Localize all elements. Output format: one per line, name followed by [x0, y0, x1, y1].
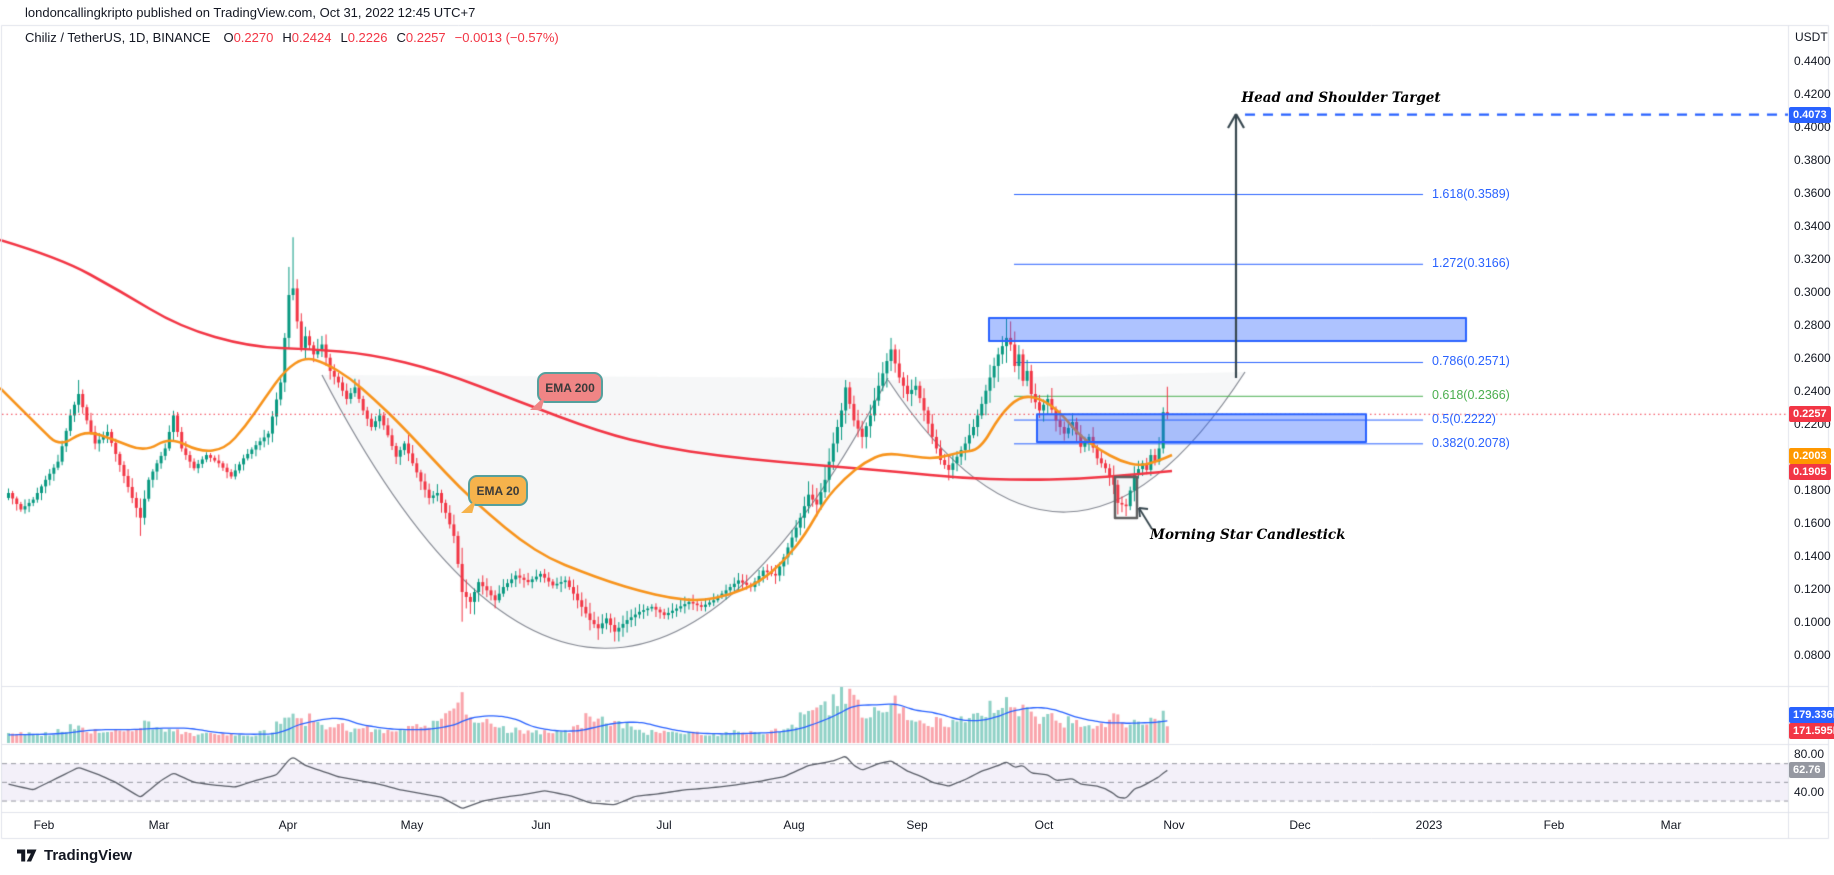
price-tick-label: 0.2800: [1794, 317, 1831, 332]
price-tick-label: 0.1000: [1794, 614, 1831, 629]
price-tick-label: 0.3400: [1794, 218, 1831, 233]
published-info: londoncallingkripto published on Trading…: [25, 5, 476, 20]
price-tick-label: 0.3600: [1794, 185, 1831, 200]
ema200-value-badge: 0.1905: [1789, 464, 1831, 481]
morning-star-label[interactable]: Morning Star Candlestick: [1150, 527, 1346, 543]
time-label: Dec: [1289, 818, 1311, 832]
price-tick-label: 0.0800: [1794, 647, 1831, 662]
time-label: Mar: [1660, 818, 1682, 832]
time-label: Feb: [1543, 818, 1565, 832]
price-tick-label: 0.1800: [1794, 482, 1831, 497]
ema200-label-text: EMA 200: [545, 380, 595, 395]
ohlc-h: H0.2424: [282, 30, 332, 45]
price-tick-label: 0.3800: [1794, 152, 1831, 167]
time-label: Jun: [531, 818, 551, 832]
price-tick-label: 0.3000: [1794, 284, 1831, 299]
ohlc-o: O0.2270: [223, 30, 274, 45]
quote-currency-label: USDT: [1795, 30, 1828, 44]
tradingview-logo-text: TradingView: [44, 847, 133, 864]
time-label: Oct: [1034, 818, 1054, 832]
ohlc-values: O0.2270 H0.2424 L0.2226 C0.2257: [223, 30, 445, 45]
time-label: May: [400, 818, 424, 832]
head-shoulder-target-label[interactable]: Head and Shoulder Target: [1241, 90, 1441, 106]
target-price-badge: 0.4073: [1789, 106, 1831, 123]
price-tick-label: 0.1600: [1794, 515, 1831, 530]
ohlc-c: C0.2257: [396, 30, 446, 45]
price-tick-label: 0.4000: [1794, 119, 1831, 134]
ema20-value-badge: 0.2003: [1789, 448, 1831, 465]
fib-level-label[interactable]: 1.272(0.3166): [1432, 256, 1510, 271]
price-tick-label: 0.2400: [1794, 383, 1831, 398]
ohlc-l: L0.2226: [340, 30, 388, 45]
tradingview-logo-icon: [17, 849, 37, 862]
time-label: 2023: [1415, 818, 1443, 832]
symbol-legend[interactable]: Chiliz / TetherUS, 1D, BINANCE O0.2270 H0…: [25, 30, 559, 45]
volume-ma-badge: 179.336M: [1789, 707, 1834, 723]
price-tick-label: 0.1400: [1794, 548, 1831, 563]
ema20-label-bubble[interactable]: EMA 20: [468, 475, 528, 506]
ema20-label-text: EMA 20: [476, 483, 520, 498]
rsi-value-badge: 62.76: [1789, 762, 1825, 778]
time-label: Sep: [906, 818, 928, 832]
time-label: Jul: [656, 818, 672, 832]
time-label: Feb: [33, 818, 55, 832]
time-label: Mar: [148, 818, 170, 832]
fib-level-label[interactable]: 0.5(0.2222): [1432, 412, 1496, 427]
tradingview-logo[interactable]: TradingView: [16, 847, 132, 864]
time-label: Apr: [278, 818, 298, 832]
time-label: Aug: [783, 818, 805, 832]
time-label: Nov: [1163, 818, 1185, 832]
price-change: −0.0013 (−0.57%): [454, 30, 559, 45]
rsi-tick-label: 40.00: [1794, 784, 1825, 799]
price-tick-label: 0.1200: [1794, 581, 1831, 596]
fib-level-label[interactable]: 0.382(0.2078): [1432, 435, 1510, 450]
price-tick-label: 0.2600: [1794, 350, 1831, 365]
last-price-badge: 0.2257: [1789, 406, 1831, 423]
price-tick-label: 0.4400: [1794, 53, 1831, 68]
ema200-label-bubble[interactable]: EMA 200: [537, 372, 603, 403]
price-tick-label: 0.3200: [1794, 251, 1831, 266]
price-tick-label: 0.4200: [1794, 86, 1831, 101]
fib-level-label[interactable]: 0.618(0.2366): [1432, 388, 1510, 403]
volume-value-badge: 171.595M: [1789, 723, 1834, 739]
fib-level-label[interactable]: 1.618(0.3589): [1432, 186, 1510, 201]
rsi-tick-label: 80.00: [1794, 747, 1825, 762]
fib-level-label[interactable]: 0.786(0.2571): [1432, 354, 1510, 369]
symbol-title: Chiliz / TetherUS, 1D, BINANCE: [25, 30, 211, 45]
